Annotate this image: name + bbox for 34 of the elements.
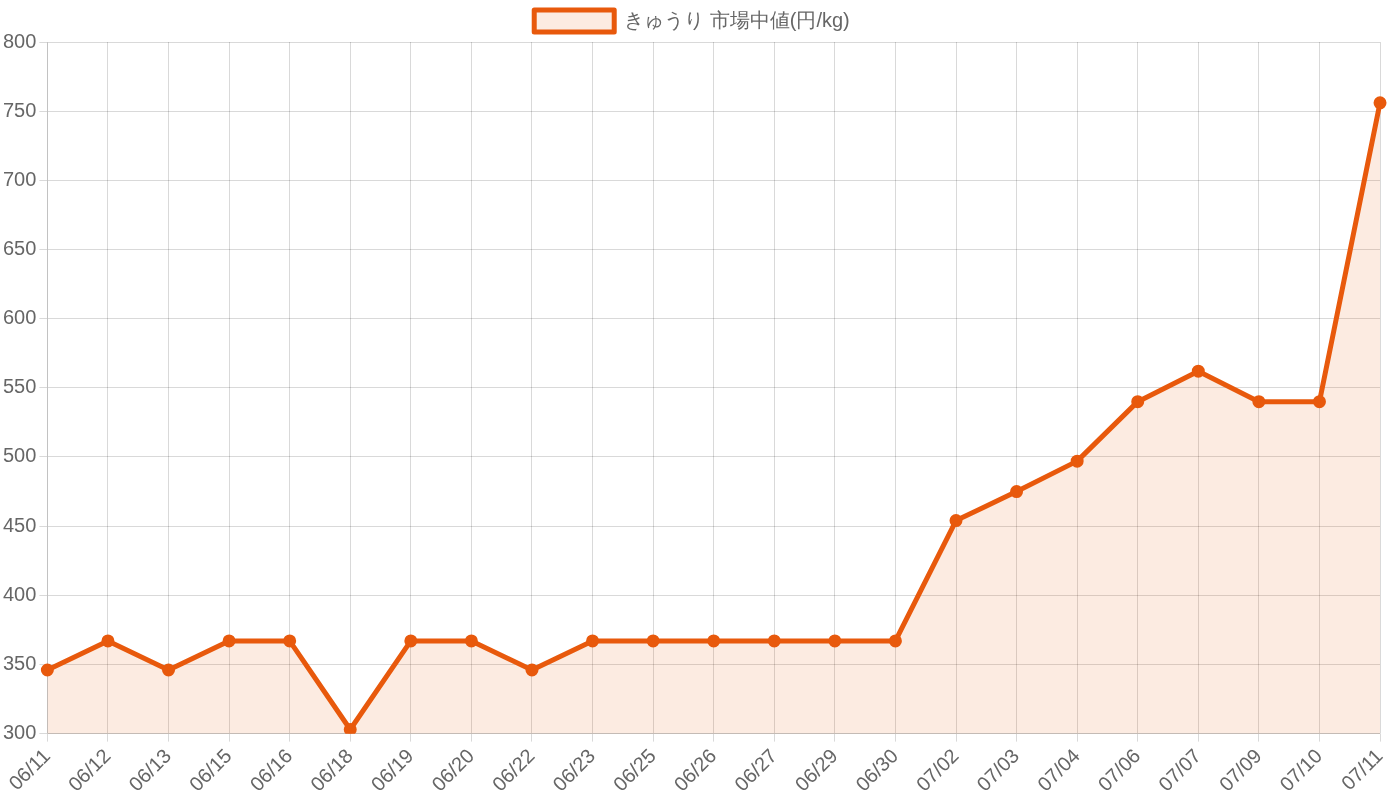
y-tick-label: 700 — [2, 167, 37, 190]
point — [707, 634, 721, 648]
point — [283, 634, 297, 648]
point — [525, 663, 539, 677]
point — [343, 722, 357, 734]
point — [1070, 454, 1084, 468]
y-tick-label: 500 — [2, 444, 37, 467]
y-tick-label: 800 — [2, 29, 37, 52]
point — [828, 634, 842, 648]
point — [949, 514, 963, 528]
point — [646, 634, 660, 648]
point — [586, 634, 600, 648]
point — [1252, 395, 1266, 409]
y-tick-label: 750 — [2, 98, 37, 121]
y-tick-label: 300 — [2, 721, 37, 744]
point — [101, 634, 115, 648]
point — [464, 634, 478, 648]
y-tick-label: 400 — [2, 582, 37, 605]
point — [1312, 395, 1326, 409]
point — [1131, 395, 1145, 409]
legend-label: きゅうり 市場中値(円/kg) — [624, 8, 850, 31]
y-tick-label: 450 — [2, 513, 37, 536]
point — [767, 634, 781, 648]
point — [222, 634, 236, 648]
y-tick-label: 650 — [2, 237, 37, 260]
point — [888, 634, 902, 648]
point — [1010, 485, 1024, 499]
point — [1191, 364, 1205, 378]
point — [162, 663, 176, 677]
point — [1373, 96, 1387, 110]
point — [404, 634, 418, 648]
y-tick-label: 600 — [2, 306, 37, 329]
y-tick-label: 550 — [2, 375, 37, 398]
y-tick-label: 350 — [2, 651, 37, 674]
